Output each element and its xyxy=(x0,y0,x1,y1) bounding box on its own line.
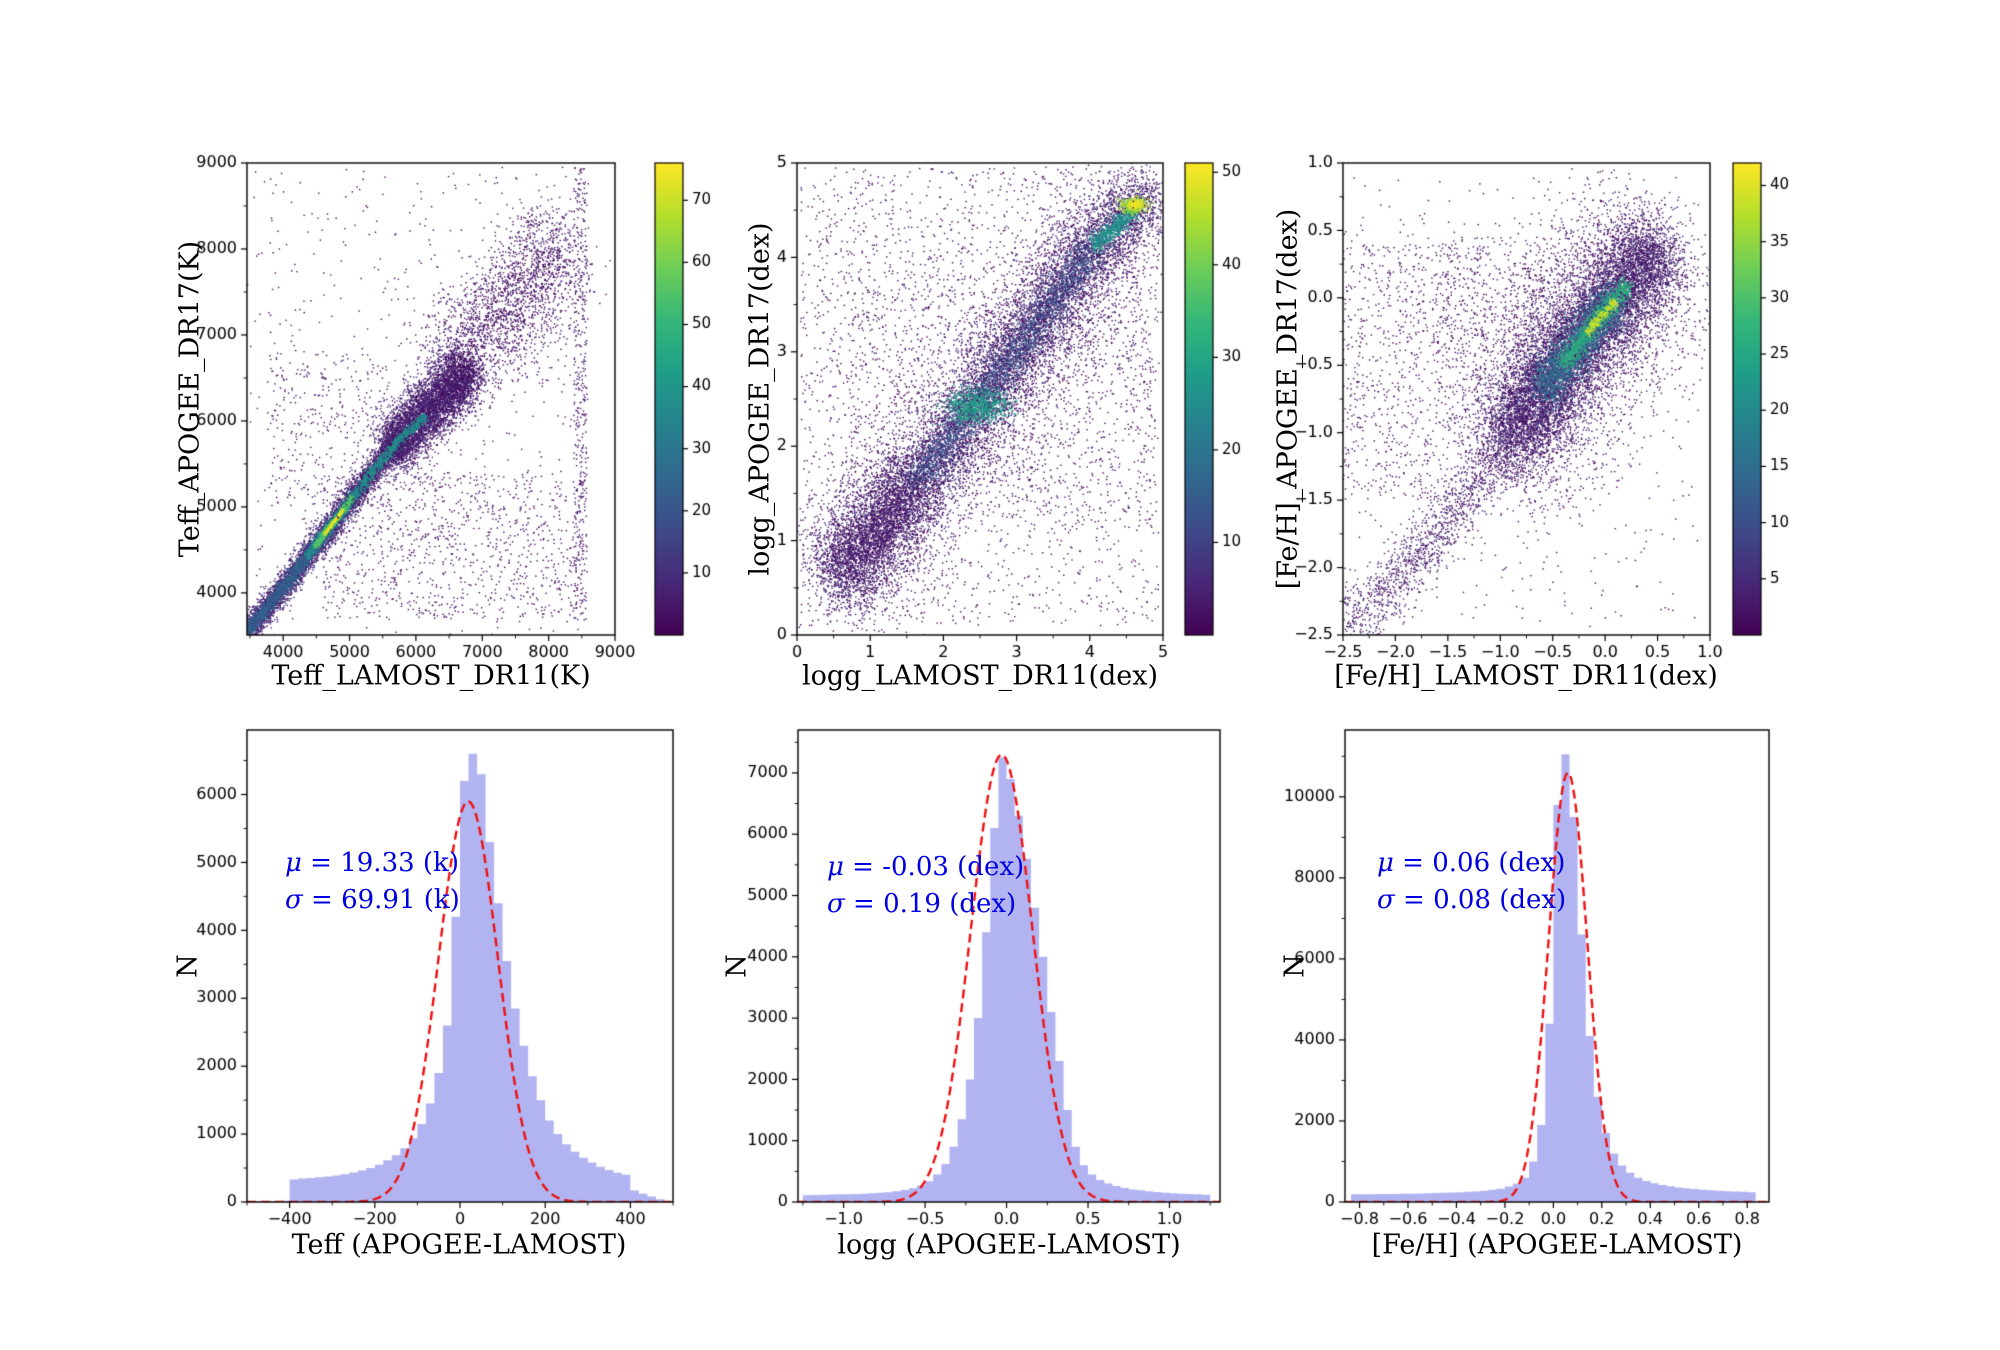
logg-scatter-x-axis-label: logg_LAMOST_DR11(dex) xyxy=(801,660,1159,692)
teff-scatter-x-axis-label: Teff_LAMOST_DR11(K) xyxy=(271,660,591,692)
teff-hist-x-axis-label: Teff (APOGEE-LAMOST) xyxy=(291,1229,627,1261)
feh-scatter-y-axis-label: [Fe/H]_APOGEE_DR17(dex) xyxy=(1272,208,1304,590)
mu-line: μ = 0.06 (dex) xyxy=(1377,848,1566,878)
logg-hist-x-axis-label: logg (APOGEE-LAMOST) xyxy=(837,1229,1181,1261)
feh-hist-x-axis-label: [Fe/H] (APOGEE-LAMOST) xyxy=(1371,1229,1743,1261)
logg-hist-y-axis-label: N xyxy=(721,954,753,978)
logg-scatter-y-axis-label: logg_APOGEE_DR17(dex) xyxy=(744,222,776,576)
sigma-line: σ = 69.91 (k) xyxy=(285,885,460,915)
teff-scatter-y-axis-label: Teff_APOGEE_DR17(K) xyxy=(174,240,206,558)
mu-line: μ = 19.33 (k) xyxy=(285,848,459,878)
mu-line: μ = -0.03 (dex) xyxy=(827,852,1025,882)
feh-scatter-x-axis-label: [Fe/H]_LAMOST_DR11(dex) xyxy=(1334,660,1718,692)
teff-hist-stats-annotation: μ = 19.33 (k) σ = 69.91 (k) xyxy=(285,845,460,919)
sigma-line: σ = 0.19 (dex) xyxy=(827,889,1017,919)
teff-hist-y-axis-label: N xyxy=(172,954,204,978)
sigma-line: σ = 0.08 (dex) xyxy=(1377,885,1567,915)
feh-hist-y-axis-label: N xyxy=(1279,954,1311,978)
logg-hist-stats-annotation: μ = -0.03 (dex) σ = 0.19 (dex) xyxy=(827,849,1024,923)
feh-hist-stats-annotation: μ = 0.06 (dex) σ = 0.08 (dex) xyxy=(1377,845,1566,919)
